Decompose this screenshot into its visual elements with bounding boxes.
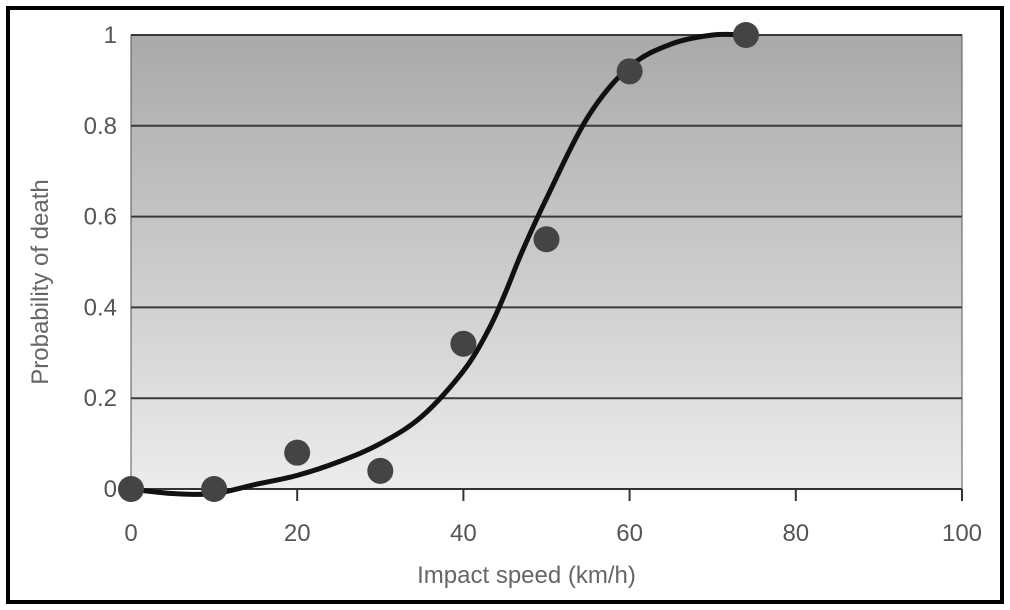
y-tick-labels: 0 0.2 0.4 0.6 0.8 1 (84, 22, 117, 503)
y-tick-label: 1 (104, 22, 117, 49)
data-point (732, 22, 759, 48)
y-tick-label: 0.2 (84, 385, 117, 412)
y-tick-label: 0.8 (84, 113, 117, 140)
data-point (367, 457, 394, 484)
x-tick-label: 20 (284, 520, 311, 547)
data-points (118, 22, 759, 502)
x-tick-labels: 0 20 40 60 80 100 (124, 520, 982, 547)
y-tick-label: 0 (104, 476, 117, 503)
gridlines (131, 34, 962, 400)
data-point (118, 476, 144, 502)
x-tick-label: 80 (782, 520, 809, 547)
x-axis-label: Impact speed (km/h) (417, 562, 636, 589)
y-axis-label: Probability of death (27, 179, 54, 384)
axes (130, 488, 963, 501)
y-tick-label: 0.6 (84, 204, 117, 231)
x-tick-label: 60 (616, 520, 643, 547)
y-tick-label: 0.4 (84, 294, 117, 321)
plot-area (130, 34, 963, 490)
data-point (284, 439, 311, 466)
data-point (201, 476, 228, 502)
x-tick-label: 0 (124, 520, 137, 547)
x-tick-label: 100 (942, 520, 982, 547)
data-point (450, 330, 477, 357)
data-point (533, 226, 560, 253)
x-tick-label: 40 (450, 520, 477, 547)
data-point (616, 58, 643, 85)
